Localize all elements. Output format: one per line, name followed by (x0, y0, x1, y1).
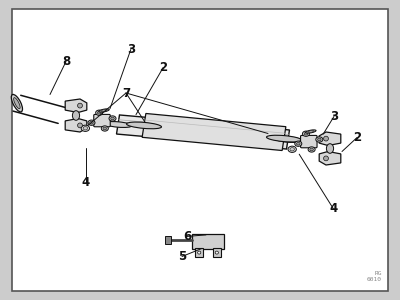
Ellipse shape (316, 137, 323, 142)
Ellipse shape (308, 147, 315, 152)
Text: 8: 8 (62, 55, 70, 68)
Ellipse shape (126, 122, 162, 129)
Bar (213, 248, 221, 256)
Text: 6: 6 (183, 230, 191, 243)
Ellipse shape (198, 251, 201, 254)
Ellipse shape (14, 98, 20, 109)
Ellipse shape (266, 135, 302, 142)
Ellipse shape (274, 136, 302, 142)
Ellipse shape (215, 251, 218, 254)
Ellipse shape (104, 122, 132, 128)
Text: 4: 4 (82, 176, 90, 190)
Text: RG
6010: RG 6010 (367, 271, 382, 282)
Ellipse shape (324, 136, 328, 141)
Ellipse shape (295, 141, 302, 146)
Ellipse shape (318, 138, 321, 141)
Polygon shape (319, 152, 341, 165)
Ellipse shape (101, 110, 107, 111)
Ellipse shape (101, 126, 108, 131)
Ellipse shape (290, 148, 294, 151)
Ellipse shape (78, 123, 82, 128)
Ellipse shape (72, 111, 80, 120)
Ellipse shape (99, 109, 109, 112)
Polygon shape (116, 115, 290, 149)
Text: 7: 7 (122, 86, 130, 100)
Polygon shape (319, 132, 341, 146)
Bar (195, 248, 203, 256)
Bar (165, 236, 171, 244)
Text: 2: 2 (353, 131, 361, 144)
Text: 3: 3 (330, 110, 338, 123)
Ellipse shape (326, 144, 334, 153)
Ellipse shape (103, 127, 107, 130)
Ellipse shape (304, 132, 308, 135)
Ellipse shape (97, 111, 101, 114)
Ellipse shape (308, 130, 314, 132)
Bar (192, 234, 224, 249)
Ellipse shape (11, 94, 22, 112)
Ellipse shape (109, 116, 116, 121)
Ellipse shape (88, 120, 95, 125)
Polygon shape (142, 113, 286, 151)
Ellipse shape (111, 117, 114, 120)
Text: 5: 5 (178, 250, 186, 263)
Ellipse shape (83, 127, 88, 130)
Ellipse shape (81, 125, 90, 131)
Text: 2: 2 (159, 61, 167, 74)
Polygon shape (65, 99, 87, 112)
Ellipse shape (288, 146, 296, 152)
FancyBboxPatch shape (300, 135, 317, 148)
Text: 4: 4 (329, 202, 337, 215)
Text: 3: 3 (127, 43, 135, 56)
Ellipse shape (324, 156, 328, 161)
Ellipse shape (310, 148, 314, 151)
Ellipse shape (96, 110, 103, 116)
Ellipse shape (90, 122, 93, 124)
Ellipse shape (306, 130, 316, 133)
Polygon shape (65, 118, 87, 132)
Ellipse shape (296, 142, 300, 145)
Ellipse shape (78, 103, 82, 108)
Ellipse shape (302, 131, 310, 136)
FancyBboxPatch shape (94, 114, 110, 127)
